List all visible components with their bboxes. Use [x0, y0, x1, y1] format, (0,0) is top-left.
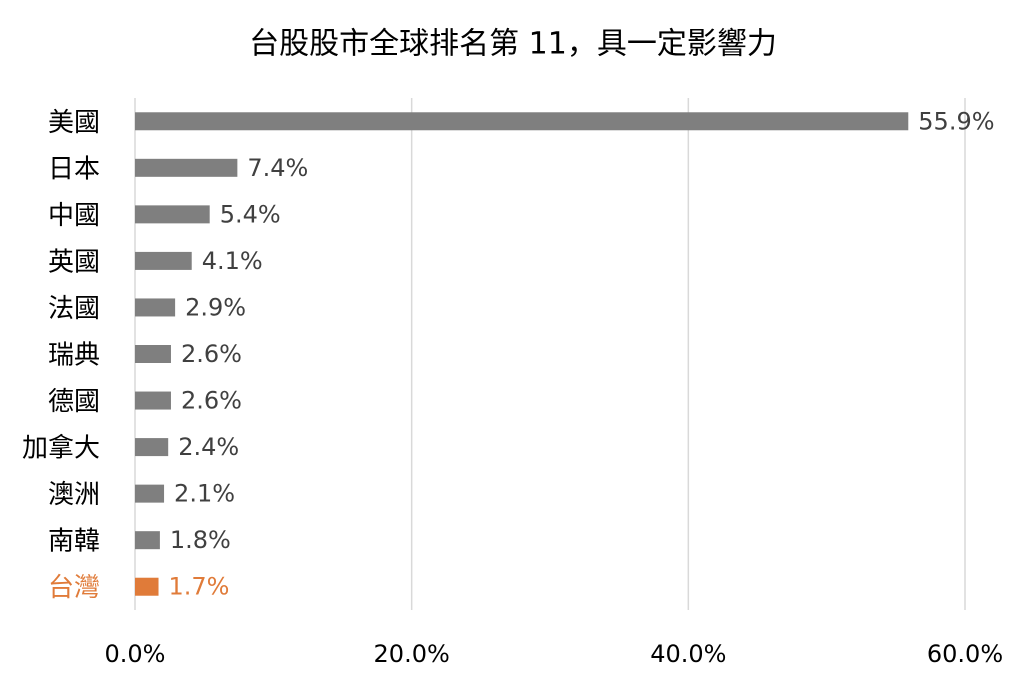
- value-label: 55.9%: [918, 107, 994, 135]
- bar: [135, 158, 238, 177]
- x-tick-label: 60.0%: [927, 640, 1003, 668]
- value-label: 7.4%: [247, 154, 308, 182]
- x-tick-label: 0.0%: [105, 640, 166, 668]
- value-label: 1.7%: [169, 573, 230, 601]
- y-tick-label: 中國: [48, 201, 100, 231]
- value-label: 1.8%: [170, 526, 231, 554]
- bar: [135, 391, 171, 410]
- bar: [135, 345, 171, 363]
- value-label: 2.9%: [185, 293, 246, 321]
- bar: [135, 577, 159, 596]
- bar: [135, 298, 176, 317]
- bar: [135, 438, 169, 457]
- value-label: 5.4%: [220, 200, 281, 228]
- value-label: 2.1%: [174, 480, 235, 508]
- value-label: 4.1%: [202, 247, 263, 275]
- y-tick-label: 瑞典: [48, 341, 100, 371]
- x-tick-label: 40.0%: [650, 640, 726, 668]
- y-tick-label: 英國: [48, 247, 100, 277]
- y-tick-label: 台灣: [48, 573, 100, 603]
- y-tick-label: 加拿大: [22, 434, 100, 464]
- value-label: 2.4%: [178, 433, 239, 461]
- bar: [135, 251, 192, 270]
- bar: [135, 205, 210, 224]
- y-tick-label: 日本: [48, 154, 100, 184]
- y-tick-label: 南韓: [48, 527, 100, 557]
- y-tick-label: 美國: [48, 108, 100, 138]
- bar: [135, 112, 909, 131]
- chart-title: 台股股市全球排名第 11，具一定影響力: [249, 27, 777, 62]
- value-label: 2.6%: [181, 340, 242, 368]
- x-tick-label: 20.0%: [374, 640, 450, 668]
- bar: [135, 484, 165, 503]
- value-label: 2.6%: [181, 387, 242, 415]
- y-tick-label: 法國: [48, 294, 100, 324]
- y-tick-label: 澳洲: [48, 480, 100, 510]
- y-tick-label: 德國: [48, 387, 100, 417]
- bar: [135, 531, 160, 550]
